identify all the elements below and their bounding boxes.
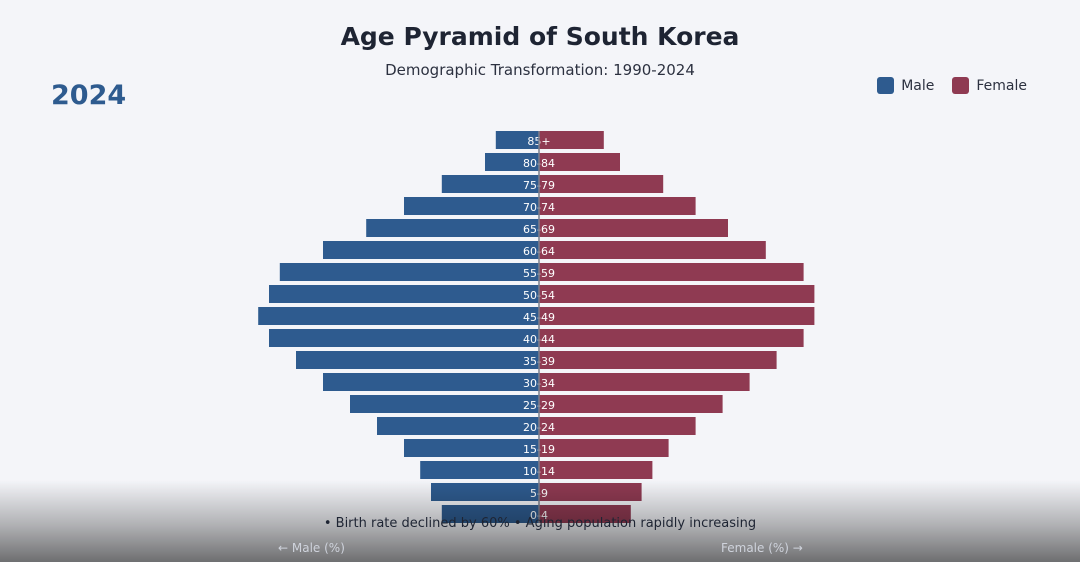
bar-female-55-59[interactable] [539,263,804,281]
bar-female-5-9[interactable] [539,483,642,501]
legend: Male Female [877,77,1027,94]
bar-female-40-44[interactable] [539,329,804,347]
bar-male-15-19[interactable] [404,439,539,457]
bar-male-75-79[interactable] [441,175,539,193]
bar-female-65-69[interactable] [539,219,728,237]
bar-female-30-34[interactable] [539,373,750,391]
bar-female-85+[interactable] [539,131,604,149]
bar-female-75-79[interactable] [539,175,664,193]
legend-label-male: Male [901,77,935,94]
bar-female-45-49[interactable] [539,307,815,325]
bar-male-80-84[interactable] [485,153,539,171]
bar-female-10-14[interactable] [539,461,653,479]
bar-male-50-54[interactable] [269,285,539,303]
bar-female-80-84[interactable] [539,153,620,171]
legend-swatch-female [952,77,970,94]
bar-male-85+[interactable] [495,131,539,149]
bar-male-20-24[interactable] [377,417,539,435]
legend-item-male[interactable]: Male [877,77,934,94]
bar-female-50-54[interactable] [539,285,815,303]
legend-swatch-male [877,77,895,94]
bar-male-70-74[interactable] [404,197,539,215]
legend-label-female: Female [976,77,1027,94]
chart-subtitle: Demographic Transformation: 1990-2024 [385,61,695,79]
bar-female-35-39[interactable] [539,351,777,369]
bar-male-5-9[interactable] [431,483,539,501]
bar-male-60-64[interactable] [323,241,539,259]
year-label: 2024 [51,80,127,111]
bar-male-35-39[interactable] [296,351,539,369]
bar-male-65-69[interactable] [366,219,539,237]
bar-female-20-24[interactable] [539,417,696,435]
x-axis-label-male: ← Male (%) [278,541,345,555]
bar-male-45-49[interactable] [258,307,539,325]
bar-female-15-19[interactable] [539,439,669,457]
bar-male-10-14[interactable] [420,461,539,479]
legend-item-female[interactable]: Female [952,77,1027,94]
bar-male-40-44[interactable] [269,329,539,347]
bar-male-30-34[interactable] [323,373,539,391]
bar-male-55-59[interactable] [279,263,539,281]
chart-note: • Birth rate declined by 60% • Aging pop… [323,516,757,531]
bar-female-60-64[interactable] [539,241,766,259]
x-axis-label-female: Female (%) → [721,541,803,555]
bar-male-25-29[interactable] [350,395,539,413]
chart-title: Age Pyramid of South Korea [340,22,740,51]
bar-female-25-29[interactable] [539,395,723,413]
bar-female-70-74[interactable] [539,197,696,215]
